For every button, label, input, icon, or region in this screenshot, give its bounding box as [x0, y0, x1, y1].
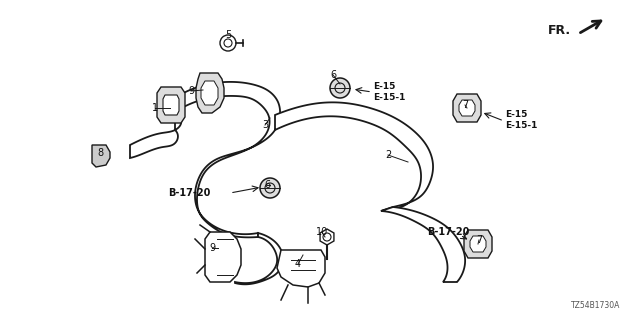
Text: TZ54B1730A: TZ54B1730A	[571, 301, 620, 310]
Circle shape	[330, 78, 350, 98]
Text: 1: 1	[152, 103, 158, 113]
Text: 7: 7	[476, 235, 482, 245]
Polygon shape	[130, 112, 181, 158]
Polygon shape	[320, 229, 334, 245]
Polygon shape	[453, 94, 481, 122]
Text: 8: 8	[97, 148, 103, 158]
Text: 2: 2	[385, 150, 391, 160]
Polygon shape	[205, 232, 241, 282]
Text: B-17-20: B-17-20	[168, 188, 211, 198]
Polygon shape	[235, 233, 283, 284]
Text: 7: 7	[462, 100, 468, 110]
Text: E-15
E-15-1: E-15 E-15-1	[505, 110, 538, 130]
Polygon shape	[459, 100, 475, 116]
Polygon shape	[163, 95, 179, 115]
Text: 6: 6	[264, 180, 270, 190]
Polygon shape	[464, 230, 492, 258]
Text: 4: 4	[295, 259, 301, 269]
Text: B-17-20: B-17-20	[427, 227, 469, 237]
Polygon shape	[175, 82, 280, 237]
Polygon shape	[92, 145, 110, 167]
Text: FR.: FR.	[548, 23, 571, 36]
Text: 9: 9	[188, 86, 194, 96]
Polygon shape	[277, 250, 325, 287]
Polygon shape	[157, 87, 185, 123]
Polygon shape	[196, 73, 224, 113]
Circle shape	[260, 178, 280, 198]
Polygon shape	[275, 102, 433, 211]
Polygon shape	[201, 81, 218, 105]
Text: E-15
E-15-1: E-15 E-15-1	[373, 82, 405, 102]
Text: 5: 5	[225, 30, 231, 40]
Text: 3: 3	[262, 120, 268, 130]
Text: 6: 6	[330, 70, 336, 80]
Text: 9: 9	[209, 243, 215, 253]
Circle shape	[220, 35, 236, 51]
Text: 10: 10	[316, 227, 328, 237]
Polygon shape	[470, 236, 486, 252]
Polygon shape	[381, 207, 465, 282]
